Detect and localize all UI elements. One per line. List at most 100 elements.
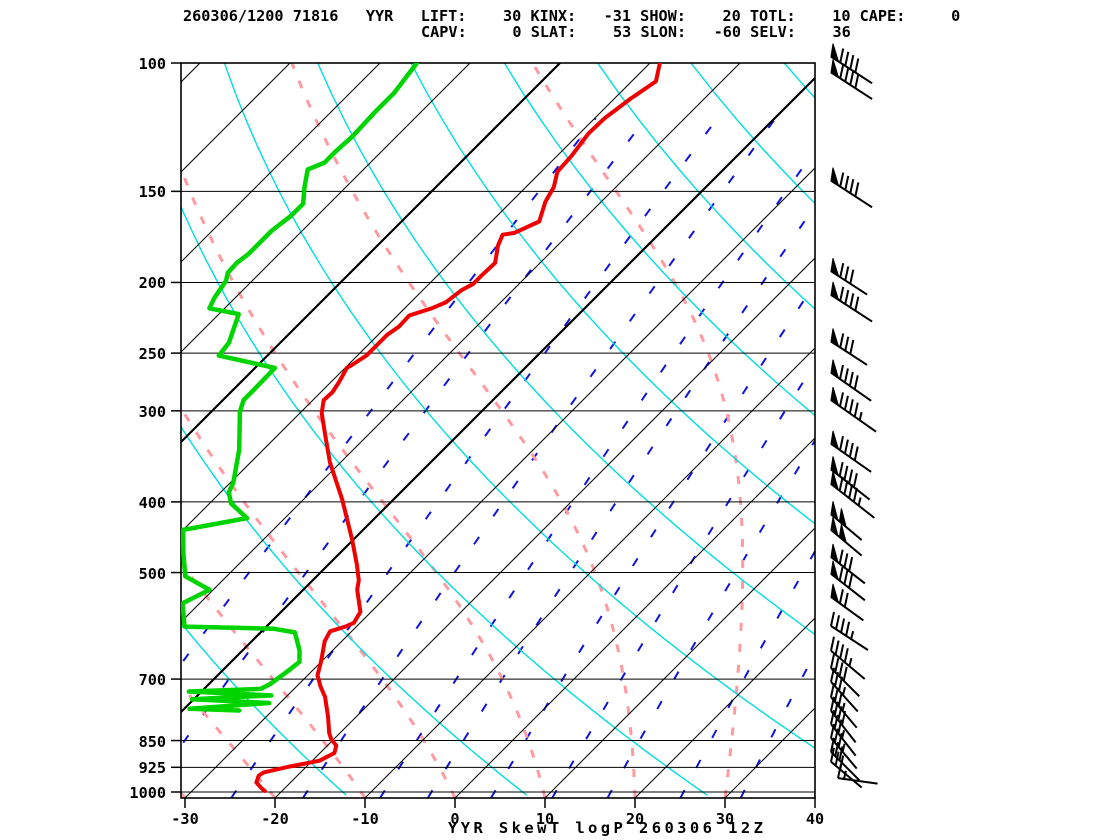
wind-barb-full — [835, 615, 841, 630]
wind-barb-full — [848, 483, 854, 499]
wind-barb-full — [839, 262, 845, 278]
moist-adiabat-line — [181, 682, 277, 798]
wind-barb-full — [843, 480, 849, 495]
pressure-label: 500 — [138, 564, 166, 583]
wind-barb — [830, 737, 860, 781]
wind-barb-full — [838, 662, 844, 677]
wind-barb — [830, 470, 875, 519]
wind-barb-full — [854, 182, 860, 197]
wind-barb-pennant — [830, 501, 839, 522]
wind-barb-full — [830, 653, 835, 669]
wind-barb-half — [842, 770, 847, 780]
wind-barb-full — [837, 719, 843, 734]
wind-barb-pennant — [830, 167, 840, 187]
wind-barb-full — [839, 392, 844, 407]
wind-barb-full — [849, 54, 855, 70]
wind-barb-full — [839, 644, 845, 659]
wind-barb-full — [844, 67, 850, 82]
wind-barb-full — [844, 336, 850, 351]
mixing-ratio-line — [739, 651, 815, 798]
isotherm-line — [364, 347, 815, 798]
wind-barb-pennant — [838, 508, 848, 529]
wind-barb-full — [843, 368, 849, 383]
wind-barb-full — [843, 648, 849, 663]
wind-barb-pennant — [830, 59, 840, 79]
wind-barb-full — [852, 487, 858, 503]
wind-barb-full — [830, 611, 835, 627]
wind-barb-full — [854, 73, 860, 89]
wind-barb — [830, 653, 860, 698]
wind-barb-half — [858, 411, 863, 421]
wind-barb-staff — [830, 667, 860, 698]
moist-adiabat-line — [0, 60, 95, 798]
isotherm-line — [184, 167, 815, 798]
wind-barb-full — [852, 473, 858, 488]
wind-barb-full — [841, 710, 847, 726]
wind-barb-full — [848, 371, 854, 387]
wind-barb-full — [849, 293, 855, 308]
isotherm-line — [274, 257, 815, 798]
pressure-label: 100 — [138, 55, 166, 73]
wind-barb — [830, 386, 877, 433]
dry-adiabat-line — [181, 204, 708, 796]
wind-barb-pennant — [830, 470, 839, 491]
header-line-2: CAPV: 0 SLAT: 53 SLON: -60 SELV: 36 — [421, 23, 851, 41]
wind-barb-full — [853, 375, 859, 390]
dry-adiabat-line — [223, 63, 815, 750]
dewpoint-trace — [181, 63, 420, 713]
wind-barb-full — [848, 469, 854, 484]
dry-adiabat-line — [503, 63, 815, 417]
wind-barb — [830, 328, 868, 366]
mixing-ratio-line — [230, 117, 719, 798]
wind-barb — [830, 43, 873, 85]
wind-barb-full — [830, 667, 835, 682]
wind-barb-full — [834, 672, 839, 687]
wind-barb — [830, 583, 864, 622]
wind-barb-pennant — [830, 430, 840, 451]
isotherm-line — [181, 63, 561, 444]
wind-barb — [830, 359, 872, 402]
isotherm-line — [544, 527, 815, 798]
wind-barb-full — [848, 399, 854, 414]
wind-barb-staff — [830, 723, 857, 757]
wind-barb-full — [834, 658, 840, 673]
mixing-ratio-line — [302, 117, 777, 798]
isotherm-line — [181, 63, 651, 533]
pressure-label: 850 — [138, 732, 166, 751]
chart-title: YYR SkewT logP 260306 12Z — [448, 819, 767, 837]
wind-barb-full — [837, 706, 843, 721]
temperature-label: -30 — [171, 810, 199, 828]
wind-barb-full — [830, 696, 835, 712]
wind-barb-full — [833, 728, 839, 743]
temperature-label: -10 — [351, 810, 379, 828]
wind-barb-full — [839, 172, 845, 187]
temperature-trace — [254, 63, 662, 793]
wind-barb — [830, 636, 866, 680]
isotherm-line — [0, 63, 110, 798]
isotherm-line — [181, 63, 741, 623]
wind-barb-full — [833, 701, 839, 716]
wind-barb — [830, 281, 873, 323]
wind-barb-full — [834, 640, 840, 655]
wind-barb-full — [848, 442, 854, 458]
wind-barb-half — [842, 686, 847, 696]
wind-barb — [837, 763, 878, 785]
dry-adiabat-line — [597, 63, 815, 310]
sounding-profiles — [181, 63, 662, 793]
isotherm-line — [181, 63, 201, 83]
wind-barb — [830, 167, 873, 209]
wind-barb-full — [830, 709, 835, 725]
moist-adiabat-line — [290, 63, 637, 798]
wind-barb-pennant — [830, 560, 839, 581]
wind-barb-full — [838, 746, 844, 761]
wind-barb-pennant — [830, 543, 839, 564]
isotherm-lines — [0, 63, 815, 798]
wind-barb-full — [849, 178, 855, 194]
dry-adiabat-lines — [181, 63, 815, 796]
plot-frame — [180, 62, 816, 799]
wind-barb — [830, 723, 858, 770]
wind-barb-full — [840, 618, 846, 633]
wind-barb-full — [843, 395, 849, 411]
wind-barb-half — [857, 497, 862, 506]
